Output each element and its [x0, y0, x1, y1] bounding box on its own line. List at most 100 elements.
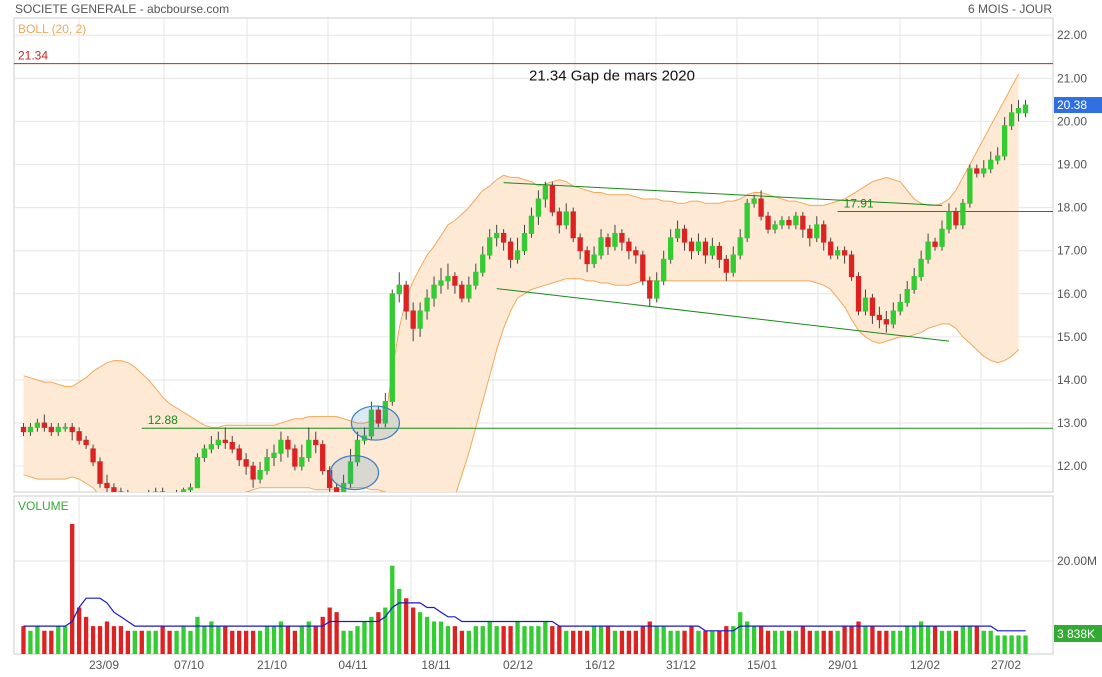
candle-body — [828, 241, 834, 256]
candle-body — [612, 232, 618, 247]
volume-bar — [264, 626, 270, 654]
volume-bar — [76, 607, 82, 654]
candle-body — [34, 422, 41, 428]
candle-body — [716, 245, 722, 260]
highlight-ellipse — [350, 405, 401, 441]
candle-body — [459, 284, 465, 299]
candle-body — [333, 487, 340, 492]
volume-bar — [675, 630, 680, 654]
candle-body — [883, 319, 890, 325]
candle-body — [946, 211, 952, 230]
candle-body — [681, 228, 688, 243]
candle-body — [528, 215, 535, 234]
candle-body — [584, 250, 590, 265]
price-y-tick-label: 17.00 — [1057, 244, 1087, 258]
candle-body — [744, 202, 750, 239]
candle-body — [904, 288, 910, 303]
volume-bar — [647, 621, 652, 654]
candle-body — [104, 482, 110, 489]
price-y-tick-label: 21.00 — [1057, 71, 1087, 85]
candle-body — [299, 457, 305, 467]
volume-bar — [995, 635, 1000, 654]
candle-body — [556, 211, 562, 226]
volume-bar — [1009, 635, 1014, 654]
volume-bar — [939, 630, 945, 654]
last-price-badge — [1054, 97, 1102, 114]
volume-y-tick-label: 20.00M — [1057, 554, 1097, 568]
candle-body — [389, 293, 395, 403]
x-tick-label: 02/12 — [503, 658, 533, 672]
candle-body — [661, 258, 667, 282]
candle-body — [570, 211, 576, 239]
candle-body — [967, 168, 973, 204]
candle-body — [236, 448, 242, 461]
candle-body — [473, 271, 479, 286]
candle-body — [974, 168, 980, 174]
chart-title: SOCIETE GENERALE - abcbourse.com — [15, 2, 230, 16]
candle-body — [229, 441, 235, 450]
volume-bar — [891, 630, 896, 654]
candle-body — [194, 457, 201, 489]
volume-bar — [56, 626, 61, 654]
volume-bar — [70, 523, 75, 654]
volume-bar — [153, 630, 158, 654]
volume-bar — [327, 607, 332, 654]
volume-bar — [654, 626, 659, 654]
volume-bar — [257, 630, 263, 654]
volume-bar — [772, 630, 778, 654]
candle-body — [111, 487, 117, 492]
bollinger-lower-line — [23, 278, 1019, 492]
volume-bar — [870, 626, 875, 654]
candle-body — [876, 314, 883, 321]
volume-bar — [35, 626, 40, 654]
candle-body — [431, 284, 437, 299]
volume-bar — [160, 626, 165, 654]
price-y-tick-label: 19.00 — [1057, 158, 1087, 172]
candle-body — [695, 241, 702, 252]
candle-body — [549, 185, 555, 213]
candle-body — [953, 211, 959, 226]
candle-body — [20, 426, 27, 433]
candle-body — [285, 439, 291, 450]
candle-body — [939, 228, 945, 247]
candle-body — [654, 280, 660, 299]
volume-bar — [974, 626, 979, 654]
resistance-label: 21.34 — [18, 49, 48, 63]
volume-bar — [313, 626, 318, 654]
volume-bar — [49, 630, 54, 654]
candle-body — [1015, 107, 1022, 114]
candle-body — [403, 284, 409, 312]
volume-indicator-label: VOLUME — [18, 499, 69, 513]
candle-body — [786, 220, 792, 226]
candle-body — [765, 215, 771, 230]
candle-body — [320, 444, 326, 471]
volume-bar — [271, 626, 277, 654]
volume-bar — [1016, 635, 1021, 654]
volume-bar — [703, 630, 708, 654]
volume-bar — [564, 630, 569, 654]
price-y-tick-label: 18.00 — [1057, 201, 1087, 215]
volume-bar — [898, 630, 903, 654]
candle-body — [292, 448, 298, 467]
candle-body — [647, 280, 653, 299]
candle-body — [807, 228, 813, 239]
volume-bar — [668, 630, 673, 654]
volume-bar — [661, 626, 666, 654]
x-tick-label: 16/12 — [585, 658, 615, 672]
volume-bar — [696, 630, 701, 654]
x-tick-label: 27/02 — [991, 658, 1021, 672]
volume-bar — [1023, 635, 1028, 654]
volume-bar — [278, 621, 284, 654]
candle-body — [723, 258, 729, 273]
volume-bar — [243, 630, 249, 654]
volume-bar — [633, 630, 638, 654]
x-tick-label: 12/02 — [910, 658, 940, 672]
candle-body — [452, 276, 458, 286]
volume-bar — [417, 612, 423, 654]
candle-body — [180, 489, 187, 492]
volume-bar — [779, 630, 785, 654]
volume-bar — [543, 621, 548, 654]
candle-body — [445, 276, 451, 282]
volume-bar — [863, 626, 868, 654]
volume-bar — [905, 626, 910, 654]
